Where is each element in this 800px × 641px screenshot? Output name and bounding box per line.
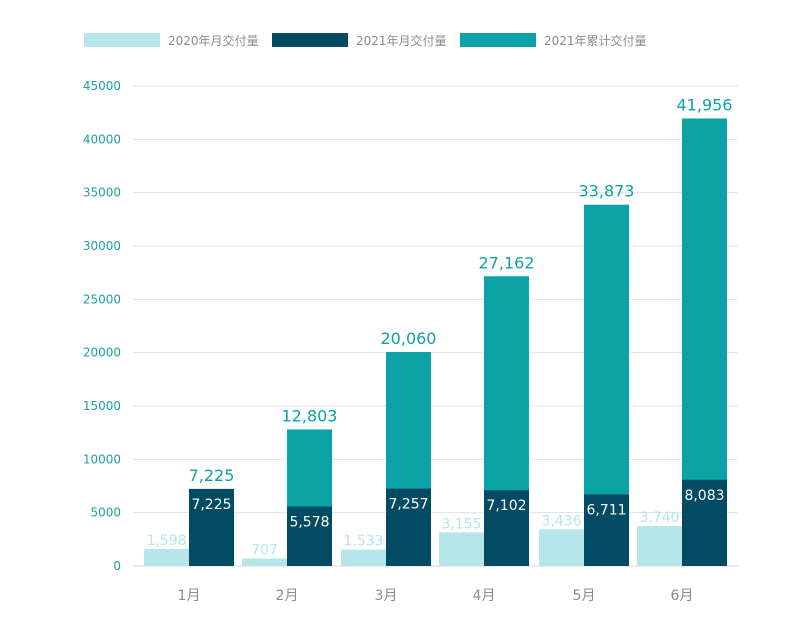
x-tick-label: 1月: [178, 588, 201, 604]
y-tick-label: 5000: [90, 506, 121, 520]
data-label-2021-cumulative: 12,803: [282, 406, 338, 425]
y-tick-label: 0: [113, 559, 121, 573]
x-tick-label: 3月: [375, 588, 398, 604]
y-tick-label: 40000: [83, 132, 121, 146]
legend-label-2020-monthly: 2020年月交付量: [168, 33, 259, 48]
data-label-2021-cumulative: 41,956: [677, 95, 733, 114]
y-tick-label: 45000: [83, 79, 121, 93]
data-label-2020-monthly: 3,740: [639, 510, 679, 526]
bar-2020-monthly: [144, 548, 189, 566]
data-label-2021-cumulative: 27,162: [479, 253, 535, 272]
data-label-2020-monthly: 1,598: [146, 533, 186, 549]
data-label-2020-monthly: 707: [251, 542, 278, 558]
y-tick-label: 10000: [83, 452, 121, 466]
data-label-2021-monthly: 5,578: [289, 515, 329, 531]
legend-label-2021-monthly: 2021年月交付量: [356, 33, 447, 48]
data-label-2021-cumulative: 7,225: [189, 466, 235, 485]
bar-2020-monthly: [242, 558, 287, 566]
y-tick-label: 25000: [83, 292, 121, 306]
bar-2020-monthly: [539, 529, 584, 566]
x-tick-label: 2月: [276, 588, 299, 604]
data-label-2021-monthly: 6,711: [586, 502, 626, 518]
x-tick-label: 5月: [573, 588, 596, 604]
y-tick-label: 20000: [83, 346, 121, 360]
bar-2020-monthly: [439, 532, 484, 566]
legend-item-2020-monthly: 2020年月交付量: [84, 32, 259, 48]
bar-2021-monthly: [287, 506, 332, 566]
bar-2021-monthly: [189, 488, 234, 566]
data-label-2021-cumulative: 33,873: [579, 182, 635, 201]
legend-label-2021-cumulative: 2021年累计交付量: [544, 33, 647, 48]
legend-item-2021-cumulative: 2021年累计交付量: [460, 32, 647, 48]
bar-2020-monthly: [341, 549, 386, 566]
bar-2021-monthly: [484, 490, 529, 566]
data-label-2021-monthly: 8,083: [684, 488, 724, 504]
data-label-2020-monthly: 1,533: [343, 534, 383, 550]
x-tick-label: 4月: [473, 588, 496, 604]
data-label-2020-monthly: 3,155: [441, 516, 481, 532]
bar-2021-monthly: [386, 488, 431, 566]
legend: 2020年月交付量 2021年月交付量 2021年累计交付量: [0, 32, 800, 52]
data-label-2021-cumulative: 20,060: [381, 329, 437, 348]
legend-swatch-2021-cumulative: [460, 33, 536, 47]
y-tick-label: 30000: [83, 239, 121, 253]
legend-item-2021-monthly: 2021年月交付量: [272, 32, 447, 48]
legend-swatch-2020-monthly: [84, 33, 160, 47]
data-label-2021-monthly: 7,257: [388, 497, 428, 513]
legend-swatch-2021-monthly: [272, 33, 348, 47]
data-label-2021-monthly: 7,102: [486, 498, 526, 514]
bar-2021-monthly: [682, 479, 727, 566]
bar-2021-monthly: [584, 494, 629, 566]
data-label-2020-monthly: 3,436: [541, 513, 581, 529]
y-tick-label: 35000: [83, 186, 121, 200]
data-label-2021-monthly: 7,225: [191, 497, 231, 513]
bar-2020-monthly: [637, 526, 682, 566]
x-tick-label: 6月: [671, 588, 694, 604]
y-tick-label: 15000: [83, 399, 121, 413]
